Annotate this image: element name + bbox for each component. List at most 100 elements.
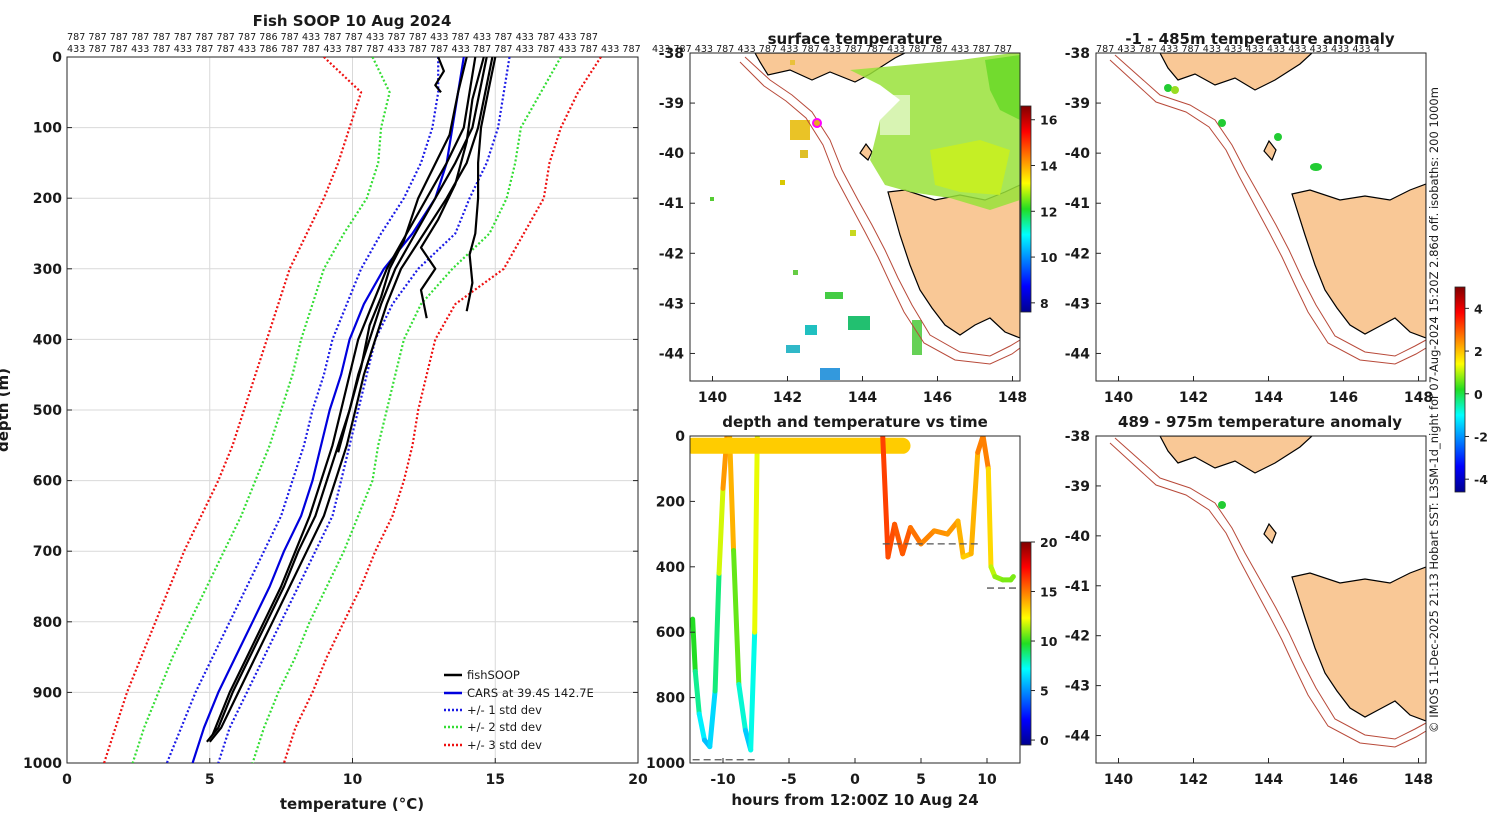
profile-xtick-label: 5 [205,772,215,788]
time-title: depth and temperature vs time [722,413,988,431]
time-track-segment-dive1 [707,688,718,750]
anom2-ticks: -38 -39 -40 -41 -42 -43 -44 140 142 144 146 148 [1065,429,1433,788]
fishsoop-cast-line [211,57,477,736]
profile-ytick-label: 0 [52,50,62,66]
time-track-segment-dive1 [712,570,722,694]
anom2-title: 489 - 975m temperature anomaly [1118,413,1402,431]
profile-lines [103,57,602,763]
anom1-content [1096,53,1426,381]
anom2-lat-label: -41 [1065,579,1090,595]
anom1-point [1171,86,1179,94]
anom2-content [1096,436,1426,763]
time-colorbar [1020,541,1032,746]
time-track-segment-dive1 [716,485,726,576]
sst-ticks: -38 -39 -40 -41 -42 -43 -44 140 142 144 146 148 [659,46,1027,406]
sst-title: surface temperature [768,30,943,48]
sst-isobath-200 [744,56,1020,357]
anomaly-colorbar [1454,286,1466,493]
anom1-lat-label: -43 [1065,296,1090,312]
time-ytick-label: 0 [675,429,685,445]
time-track-segment-dive2 [731,547,742,688]
sst-lat-label: -42 [659,246,684,262]
anom1-lon-label: 146 [1329,390,1358,406]
sst-lon-label: 148 [998,390,1027,406]
anomaly-colorbar-tick-label: -4 [1474,472,1488,487]
sst-lon-label: 142 [773,390,802,406]
time-xtick-label: -10 [710,772,736,788]
sst-lat-label: -39 [659,96,684,112]
anom2-lon-label: 146 [1329,772,1358,788]
time-colorbar-ticks: 0 5 10 15 20 [1031,535,1058,748]
anom1-lat-label: -39 [1065,96,1090,112]
profile-title: Fish SOOP 10 Aug 2024 [253,12,452,30]
sst-axes-box [689,52,1021,382]
time-xtick-label: 5 [916,772,926,788]
anomaly-colorbar-tick-label: 0 [1474,387,1483,402]
sst-map-content [690,53,1020,381]
time-xtick-label: 10 [977,772,997,788]
time-axes-box [689,435,1021,764]
profile-legend: fishSOOP CARS at 39.4S 142.7E +/- 1 std … [444,668,594,752]
sst-lat-label: -38 [659,46,684,62]
anom1-ticks: -38 -39 -40 -41 -42 -43 -44 140 142 144 146 148 [1065,46,1433,406]
time-ytick-label: 1000 [646,756,685,772]
time-lines [690,436,1020,761]
time-track-segment-dive3 [907,525,924,547]
anomaly-colorbar-tick-label: 2 [1474,344,1483,359]
profile-counts-row2: 433 787 787 433 787 433 787 787 433 786 … [67,44,641,55]
profile-ytick-label: 300 [33,262,62,278]
time-colorbar-tick-label: 20 [1040,535,1058,550]
anom2-lon-label: 142 [1179,772,1208,788]
profile-ylabel: depth (m) [0,368,12,452]
time-ytick-label: 600 [656,625,685,641]
anom1-mainland [1159,53,1313,91]
anomaly-colorbar-tick-label: -2 [1474,429,1488,444]
legend-std2: +/- 2 std dev [467,720,542,734]
time-colorbar-tick-label: 5 [1040,684,1049,699]
profile-xtick-label: 20 [628,772,648,788]
profile-xlabel: temperature (°C) [280,795,424,813]
time-track-segment-dive3 [1008,574,1016,583]
sst-counts-overflow: 433 787 433 787 433 787 433 787 433 787 … [652,44,1012,55]
anom1-point [1274,133,1282,141]
sst-lat-label: -43 [659,296,684,312]
profile-panel: Fish SOOP 10 Aug 2024 787 787 787 787 78… [0,12,648,813]
anom1-isobath-200 [1114,54,1426,357]
time-track-segment-dive3 [968,449,981,557]
anom2-king-island [1263,522,1277,545]
anom1-lat-label: -38 [1065,46,1090,62]
profile-ytick-label: 600 [33,474,62,490]
anom1-lon-label: 142 [1179,390,1208,406]
sst-colorbar-tick-label: 8 [1040,296,1049,311]
time-track-segment-dive3 [985,466,994,570]
time-ytick-label: 800 [656,691,685,707]
anom2-lat-label: -39 [1065,479,1090,495]
time-track-segment-dive2 [727,436,737,553]
anom1-lat-label: -44 [1065,346,1091,362]
anom1-counts-overflow: 787 433 787 433 787 433 433 433 433 433 … [1096,44,1380,55]
legend-std3: +/- 3 std dev [467,738,542,752]
profile-grid [66,56,639,764]
profile-ytick-label: 800 [33,615,62,631]
sst-cast-location-marker [812,118,822,128]
footer-vertical-credit: © IMOS 11-Dec-2025 21:13 Hobart SST: L3S… [1427,87,1441,733]
anom1-point [1164,84,1172,92]
anom1-king-island [1263,139,1277,162]
legend-fishsoop: fishSOOP [467,668,520,682]
anom2-lon-label: 140 [1104,772,1133,788]
anom1-lon-label: 148 [1404,390,1433,406]
anom2-isobath-200 [1114,437,1426,740]
profile-ytick-label: 100 [33,121,62,137]
std-dev-lower-line-1 [165,57,440,763]
profile-xtick-label: 10 [343,772,363,788]
time-track-segment-dive1 [696,711,708,743]
time-track-segment-dive1 [692,668,702,717]
anom1-title: -1 - 485m temperature anomaly [1125,30,1395,48]
sst-lon-label: 140 [698,390,727,406]
time-track-segment-dive3 [880,436,891,560]
cars-climatology-line [191,57,465,763]
time-track-segment-dive2 [736,682,748,733]
sst-lat-label: -41 [659,196,684,212]
fishsoop-cast-line [465,57,497,312]
